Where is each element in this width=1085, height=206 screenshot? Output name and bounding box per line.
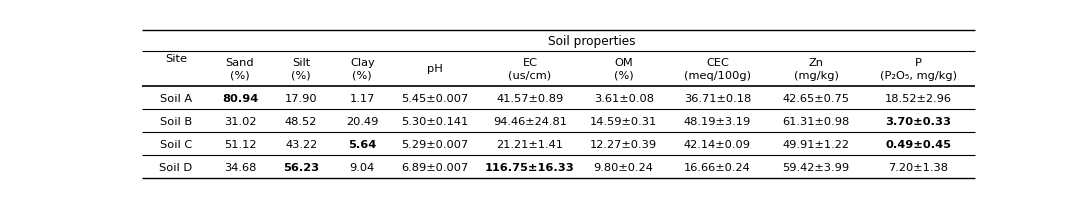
Text: 12.27±0.39: 12.27±0.39 [590, 139, 658, 149]
Text: 31.02: 31.02 [224, 116, 256, 126]
Text: Site: Site [165, 54, 187, 64]
Text: 36.71±0.18: 36.71±0.18 [684, 93, 751, 103]
Text: 18.52±2.96: 18.52±2.96 [884, 93, 952, 103]
Text: 6.89±0.007: 6.89±0.007 [401, 162, 469, 172]
Text: 94.46±24.81: 94.46±24.81 [493, 116, 567, 126]
Text: 17.90: 17.90 [285, 93, 318, 103]
Text: 51.12: 51.12 [224, 139, 256, 149]
Text: 3.61±0.08: 3.61±0.08 [593, 93, 653, 103]
Text: CEC
(meq/100g): CEC (meq/100g) [684, 58, 751, 80]
Text: 48.19±3.19: 48.19±3.19 [684, 116, 751, 126]
Text: 42.65±0.75: 42.65±0.75 [782, 93, 850, 103]
Text: Soil C: Soil C [159, 139, 192, 149]
Text: Soil D: Soil D [159, 162, 192, 172]
Text: 21.21±1.41: 21.21±1.41 [497, 139, 563, 149]
Text: Silt
(%): Silt (%) [292, 58, 311, 80]
Text: 5.45±0.007: 5.45±0.007 [401, 93, 469, 103]
Text: Soil properties: Soil properties [548, 35, 636, 48]
Text: pH: pH [426, 64, 443, 74]
Text: 20.49: 20.49 [346, 116, 379, 126]
Text: 116.75±16.33: 116.75±16.33 [485, 162, 575, 172]
Text: Sand
(%): Sand (%) [226, 58, 254, 80]
Text: 16.66±0.24: 16.66±0.24 [684, 162, 751, 172]
Text: Clay
(%): Clay (%) [350, 58, 374, 80]
Text: 5.64: 5.64 [348, 139, 376, 149]
Text: Soil A: Soil A [159, 93, 192, 103]
Text: OM
(%): OM (%) [614, 58, 634, 80]
Text: P
(P₂O₅, mg/kg): P (P₂O₅, mg/kg) [880, 58, 957, 80]
Text: 1.17: 1.17 [349, 93, 375, 103]
Text: 14.59±0.31: 14.59±0.31 [590, 116, 658, 126]
Text: 61.31±0.98: 61.31±0.98 [782, 116, 850, 126]
Text: 48.52: 48.52 [285, 116, 317, 126]
Text: 5.29±0.007: 5.29±0.007 [401, 139, 469, 149]
Text: 9.04: 9.04 [349, 162, 375, 172]
Text: 5.30±0.141: 5.30±0.141 [401, 116, 469, 126]
Text: 34.68: 34.68 [224, 162, 256, 172]
Text: 56.23: 56.23 [283, 162, 319, 172]
Text: 41.57±0.89: 41.57±0.89 [496, 93, 563, 103]
Text: 59.42±3.99: 59.42±3.99 [782, 162, 850, 172]
Text: 42.14±0.09: 42.14±0.09 [684, 139, 751, 149]
Text: 43.22: 43.22 [285, 139, 317, 149]
Text: 80.94: 80.94 [221, 93, 258, 103]
Text: 0.49±0.45: 0.49±0.45 [885, 139, 952, 149]
Text: 7.20±1.38: 7.20±1.38 [889, 162, 948, 172]
Text: Zn
(mg/kg): Zn (mg/kg) [793, 58, 839, 80]
Text: 49.91±1.22: 49.91±1.22 [782, 139, 850, 149]
Text: Soil B: Soil B [159, 116, 192, 126]
Text: 3.70±0.33: 3.70±0.33 [885, 116, 952, 126]
Text: 9.80±0.24: 9.80±0.24 [593, 162, 653, 172]
Text: EC
(us/cm): EC (us/cm) [509, 58, 551, 80]
